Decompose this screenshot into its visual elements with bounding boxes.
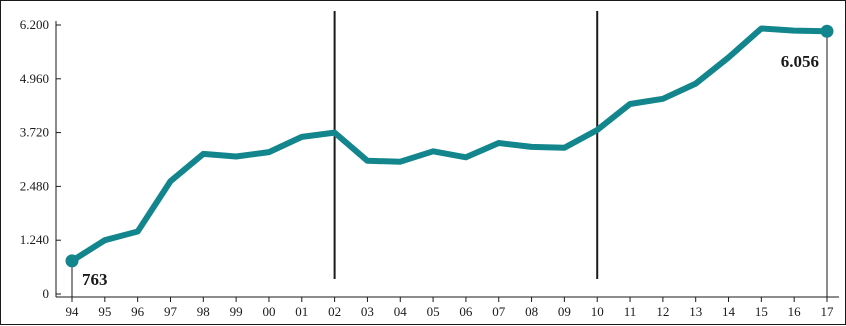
y-tick-label: 2.480 [20,178,49,193]
y-tick-label: 3.720 [20,125,49,140]
x-tick-label: 12 [656,304,669,319]
data-point-marker [65,254,79,268]
x-tick-label: 08 [525,304,538,319]
y-tick-label: 6.200 [20,17,49,32]
data-label: 763 [82,270,108,289]
x-tick-label: 99 [230,304,243,319]
x-tick-label: 07 [492,304,506,319]
x-tick-label: 10 [591,304,604,319]
series-line [69,25,830,264]
x-tick-label: 06 [459,304,473,319]
x-tick-label: 17 [821,304,835,319]
x-tick-label: 01 [295,304,308,319]
x-tick-label: 02 [328,304,341,319]
x-tick-label: 94 [66,304,80,319]
x-tick-label: 98 [197,304,210,319]
data-point-marker [820,24,834,38]
x-tick-label: 16 [788,304,802,319]
y-tick-label: 4.960 [20,71,49,86]
x-tick-label: 03 [361,304,374,319]
x-tick-label: 14 [722,304,736,319]
x-tick-label: 11 [624,304,637,319]
x-tick-label: 09 [558,304,571,319]
y-tick-label: 0 [43,286,50,301]
x-tick-label: 05 [427,304,440,319]
x-tick-label: 95 [98,304,111,319]
x-tick-label: 04 [394,304,408,319]
x-tick-label: 00 [262,304,275,319]
data-label: 6.056 [781,52,819,71]
x-tick-label: 97 [164,304,178,319]
x-tick-label: 96 [131,304,145,319]
y-tick-label: 1.240 [20,232,49,247]
x-tick-label: 13 [689,304,702,319]
x-tick-label: 15 [755,304,768,319]
